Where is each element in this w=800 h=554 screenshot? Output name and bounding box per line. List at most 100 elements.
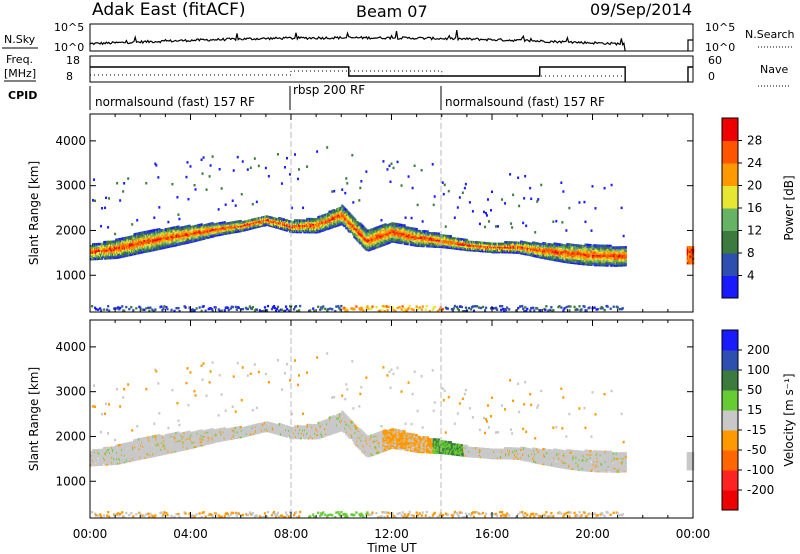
power-cell [239, 229, 242, 233]
power-cell [392, 227, 395, 230]
power-cell [319, 218, 322, 222]
power-cell [114, 232, 117, 236]
power-cell [569, 243, 572, 247]
power-cell [135, 242, 138, 246]
power-cell [374, 243, 377, 246]
power-cell [358, 307, 361, 310]
power-cell [569, 257, 572, 261]
power-cell [501, 249, 504, 252]
power-cell [333, 209, 336, 212]
power-cell [508, 242, 511, 246]
power-cell [106, 256, 109, 260]
power-cell [220, 309, 223, 312]
power-cell [188, 234, 191, 237]
power-cell [376, 242, 379, 246]
power-cell [142, 234, 145, 238]
power-cell [130, 306, 133, 309]
power-cell [265, 216, 269, 220]
power-cell [100, 309, 103, 312]
power-cell [193, 183, 196, 187]
power-cell [133, 236, 136, 240]
power-cell [304, 227, 307, 231]
power-cell [258, 223, 262, 226]
power-cell [573, 305, 576, 309]
power-cell [607, 257, 610, 261]
power-cell [341, 188, 344, 191]
power-cell [334, 215, 337, 218]
power-cell [588, 255, 591, 258]
power-cell [489, 247, 493, 250]
power-cell [392, 166, 395, 170]
power-cell [532, 306, 535, 310]
power-cell [565, 246, 568, 249]
power-cell [411, 235, 414, 239]
power-cell [530, 250, 533, 254]
power-cell [251, 305, 255, 309]
power-cell [579, 255, 582, 259]
power-cell [231, 199, 234, 202]
power-cell [190, 225, 193, 229]
power-cell [285, 222, 289, 226]
power-cell [511, 226, 514, 229]
power-cell [384, 236, 387, 239]
power-cell [485, 214, 488, 217]
power-cell [113, 245, 116, 248]
power-cell [134, 252, 137, 256]
power-cell [165, 231, 168, 234]
power-cell [589, 248, 592, 252]
power-cell [380, 218, 383, 222]
power-cell [250, 307, 253, 311]
power-cell [534, 243, 537, 247]
power-cell [129, 251, 132, 255]
power-cell [402, 309, 405, 313]
power-cell [123, 182, 126, 185]
power-cell [322, 219, 325, 222]
power-cell [160, 305, 163, 308]
power-cell [131, 223, 134, 226]
power-cell [104, 206, 107, 210]
power-cell [612, 249, 615, 253]
power-cell [321, 307, 324, 310]
power-cell [551, 253, 554, 256]
power-cell [426, 230, 429, 233]
power-cell [408, 231, 411, 235]
power-cell [521, 240, 524, 244]
power-cell [225, 232, 228, 235]
power-cell [537, 250, 540, 254]
power-cell [529, 186, 532, 190]
power-cell [223, 221, 226, 224]
power-cell [275, 221, 279, 224]
power-cell [457, 309, 461, 312]
power-cell [99, 252, 102, 256]
power-cell [241, 160, 244, 163]
power-cell [424, 230, 427, 233]
power-cell [580, 308, 583, 311]
power-cell [403, 224, 406, 228]
power-cell [171, 182, 174, 186]
power-cell [501, 198, 504, 201]
power-cell [365, 306, 368, 310]
power-cell [101, 244, 104, 247]
power-cell [105, 196, 108, 200]
power-cell [131, 238, 134, 242]
power-cell [143, 308, 146, 312]
power-cell [550, 246, 553, 250]
power-cell [392, 233, 395, 237]
power-cell [358, 199, 361, 202]
power-cell [525, 309, 528, 313]
power-cell [612, 305, 615, 308]
power-cell [451, 245, 454, 248]
power-cell [534, 231, 537, 234]
power-cell [351, 153, 354, 157]
power-cell [315, 230, 318, 234]
power-cell [403, 230, 406, 234]
power-cell [419, 241, 422, 244]
power-cell [489, 209, 492, 212]
power-cell [461, 309, 465, 313]
power-cell [92, 199, 95, 202]
power-cell [201, 172, 204, 175]
power-cell [90, 244, 93, 248]
power-cell [398, 305, 401, 309]
nsky-tick-bottom: 10^0 [54, 41, 84, 54]
freq-tick-top: 18 [66, 54, 80, 67]
